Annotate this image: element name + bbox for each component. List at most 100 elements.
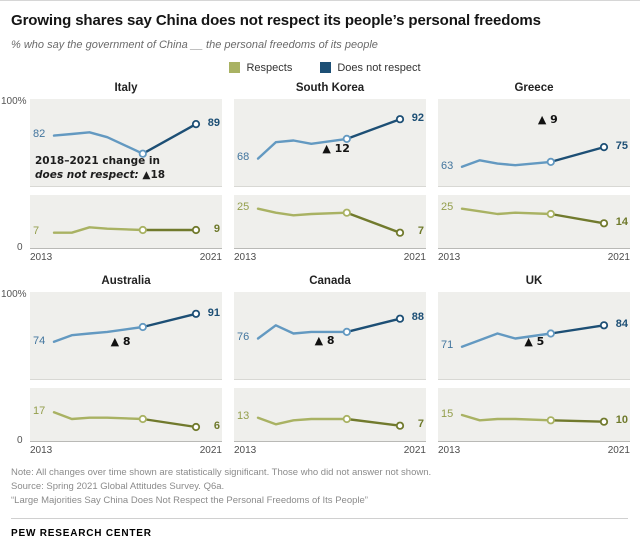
x-tick-end: 2021 [403, 444, 426, 456]
respects-marker-2018 [546, 415, 555, 425]
does-not-respect-end-value-label: 84 [615, 318, 628, 331]
change-annotation: ▲ 9 [537, 112, 558, 126]
respects-line-segment-recent [345, 211, 402, 234]
legend-label: Does not respect [337, 61, 421, 74]
panels-grid: Italy 82 89 2018–2021 change in does not res… [0, 82, 640, 456]
does-not-respect-line-segment [52, 325, 145, 343]
respects-line-plot [256, 414, 405, 430]
does-not-respect-line-segment [256, 137, 349, 160]
does-not-respect-chart: 71 84 ▲ 5 [438, 291, 630, 380]
x-axis: 2013 2021 [234, 252, 426, 263]
callout-line1: 2018–2021 change in [35, 154, 160, 167]
respects-chart: 25 14 [438, 194, 630, 249]
x-axis: 2013 2021 [438, 252, 630, 263]
respects-line-segment [256, 416, 349, 426]
legend: Respects Does not respect [10, 62, 640, 74]
does-not-respect-start-value-label: 82 [33, 128, 46, 141]
respects-line-segment-recent [549, 212, 606, 225]
does-not-respect-start-value-label: 68 [237, 151, 250, 164]
x-axis: 2013 2021 [438, 445, 630, 456]
footer-divider [11, 517, 628, 519]
x-tick-start: 2013 [234, 251, 257, 263]
respects-marker-2018 [138, 414, 147, 423]
respects-line-segment-recent [141, 417, 198, 428]
does-not-respect-end-value-label: 91 [207, 306, 220, 319]
does-not-respect-line-segment-recent [345, 117, 402, 140]
callout-line2: does not respect: ▲18 [35, 169, 166, 182]
respects-start-value-label: 7 [33, 225, 40, 238]
respects-line-segment-recent [549, 418, 606, 423]
panel-italy: Italy 82 89 2018–2021 change in does not res… [1, 82, 222, 263]
does-not-respect-start-value-label: 71 [441, 339, 454, 352]
does-not-respect-end-value-label: 88 [411, 311, 424, 324]
respects-line-segment [52, 225, 145, 234]
panel-title: UK [525, 274, 543, 287]
respects-end-value-label: 14 [615, 216, 628, 229]
panel-title: Greece [514, 81, 554, 94]
panel-title: Australia [101, 274, 151, 287]
x-tick-start: 2013 [30, 251, 53, 263]
respects-line-plot [52, 225, 201, 234]
respects-line-plot [460, 413, 609, 426]
panel-canada: Canada 76 88 ▲ 8 13 7 2013 2021 [234, 275, 426, 456]
panel-greece: Greece 63 75 ▲ 9 25 14 2013 2021 [438, 82, 630, 263]
respects-line-plot [52, 410, 201, 431]
does-not-respect-marker-2021 [395, 114, 405, 124]
panel-south-korea: South Korea 68 92 ▲ 12 25 7 2013 2021 [234, 82, 426, 263]
footer: Note: All changes over time shown are st… [0, 456, 640, 539]
does-not-respect-chart: 74 91 ▲ 8 100% [1, 289, 222, 380]
x-tick-end: 2021 [199, 444, 222, 456]
does-not-respect-marker-2018 [546, 329, 555, 338]
respects-chart: 25 7 [234, 194, 426, 249]
does-not-respect-chart: 82 89 2018–2021 change in does not respect:… [1, 96, 222, 187]
respects-line-segment [256, 207, 349, 217]
respects-line-segment [460, 207, 553, 215]
x-tick-start: 2013 [438, 251, 461, 263]
respects-marker-2018 [342, 208, 351, 217]
does-not-respect-marker-2021 [191, 119, 201, 128]
respects-marker-2021 [191, 225, 201, 234]
respects-start-value-label: 17 [33, 405, 46, 418]
does-not-respect-line-segment-recent [549, 145, 606, 163]
respects-start-value-label: 25 [441, 201, 454, 214]
panel-australia: Australia 74 91 ▲ 8 100% 17 6 0 2013 2021 [1, 274, 222, 456]
respects-chart: 7 9 0 [17, 194, 222, 253]
legend-item-respects: Respects [229, 62, 292, 74]
respects-end-value-label: 6 [213, 419, 220, 432]
callout-italic-phrase: does not respect: [35, 169, 139, 182]
does-not-respect-line-segment [52, 130, 145, 155]
x-axis: 2013 2021 [234, 445, 426, 456]
respects-line-segment-recent [345, 417, 402, 427]
does-not-respect-line-plot [460, 142, 609, 168]
does-not-respect-marker-2021 [395, 314, 405, 323]
does-not-respect-start-value-label: 76 [237, 331, 250, 344]
y-axis-bottom-label: 0 [17, 241, 23, 253]
does-not-respect-line-plot [256, 314, 405, 340]
does-not-respect-marker-2021 [599, 320, 609, 330]
does-not-respect-chart: 63 75 ▲ 9 [438, 98, 630, 187]
change-annotation: ▲ 8 [314, 333, 335, 347]
legend-item-does-not-respect: Does not respect [320, 61, 421, 74]
does-not-respect-line-segment-recent [345, 317, 402, 333]
does-not-respect-marker-2018 [546, 157, 555, 166]
does-not-respect-marker-2018 [138, 322, 147, 331]
respects-line-plot [256, 207, 405, 237]
legend-label: Respects [246, 61, 293, 74]
does-not-respect-line-plot [52, 119, 201, 158]
respects-marker-2021 [191, 422, 201, 431]
change-annotation: ▲ 8 [110, 335, 131, 349]
change-annotation: ▲ 12 [322, 142, 350, 156]
does-not-respect-end-value-label: 92 [411, 111, 424, 124]
does-not-respect-line-segment [256, 323, 349, 340]
y-axis-top-label: 100% [1, 288, 27, 300]
y-axis-top-label: 100% [1, 95, 27, 107]
legend-swatch-icon [229, 62, 241, 74]
does-not-respect-line-segment [460, 332, 553, 348]
x-tick-start: 2013 [234, 444, 257, 456]
does-not-respect-start-value-label: 74 [33, 334, 46, 347]
y-axis-bottom-label: 0 [17, 434, 23, 446]
does-not-respect-line-plot [256, 114, 405, 160]
respects-marker-2021 [599, 218, 609, 228]
legend-swatch-icon [320, 62, 332, 74]
does-not-respect-chart: 68 92 ▲ 12 [234, 98, 426, 187]
